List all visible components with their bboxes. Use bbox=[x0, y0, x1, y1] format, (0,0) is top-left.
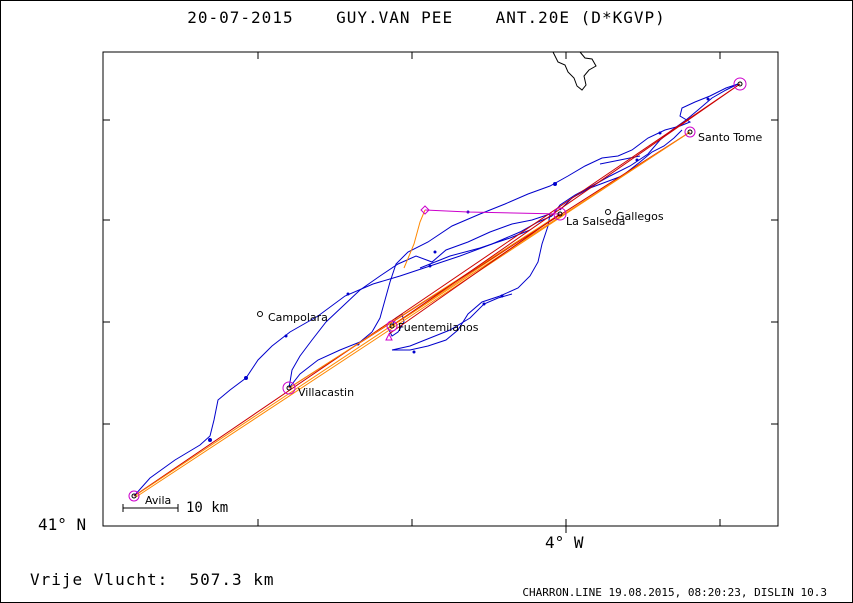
task-legs bbox=[133, 83, 741, 498]
label-villacastin: Villacastin bbox=[298, 386, 354, 399]
town-markers bbox=[131, 81, 743, 499]
glider-name: ANT.20E (D*KGVP) bbox=[495, 8, 666, 27]
scale-bar bbox=[122, 504, 179, 512]
label-campolara: Campolara bbox=[268, 311, 328, 324]
latitude-axis-label: 41° N bbox=[38, 515, 87, 534]
plot-area bbox=[102, 51, 779, 527]
coastline bbox=[552, 51, 597, 91]
label-la-salseda: La Salseda bbox=[566, 215, 625, 228]
label-santo-tome: Santo Tome bbox=[698, 131, 763, 144]
longitude-axis-label: 4° W bbox=[545, 533, 584, 552]
label-avila: Avila bbox=[145, 494, 171, 507]
software-credit: CHARRON.LINE 19.08.2015, 08:20:23, DISLI… bbox=[522, 586, 827, 599]
pilot-name: GUY.VAN PEE bbox=[336, 8, 454, 27]
flight-track bbox=[133, 83, 739, 497]
flight-date: 20-07-2015 bbox=[187, 8, 294, 27]
label-gallegos: Gallegos bbox=[616, 210, 664, 223]
axis-ticks bbox=[103, 52, 778, 533]
scale-label: 10 km bbox=[186, 500, 229, 516]
flight-distance: Vrije Vlucht: 507.3 km bbox=[30, 570, 275, 589]
label-fuentemilanos: Fuentemilanos bbox=[398, 321, 479, 334]
turnpoint-markers bbox=[128, 77, 747, 502]
flight-title: 20-07-2015 GUY.VAN PEE ANT.20E (D*KGVP) bbox=[0, 8, 853, 27]
